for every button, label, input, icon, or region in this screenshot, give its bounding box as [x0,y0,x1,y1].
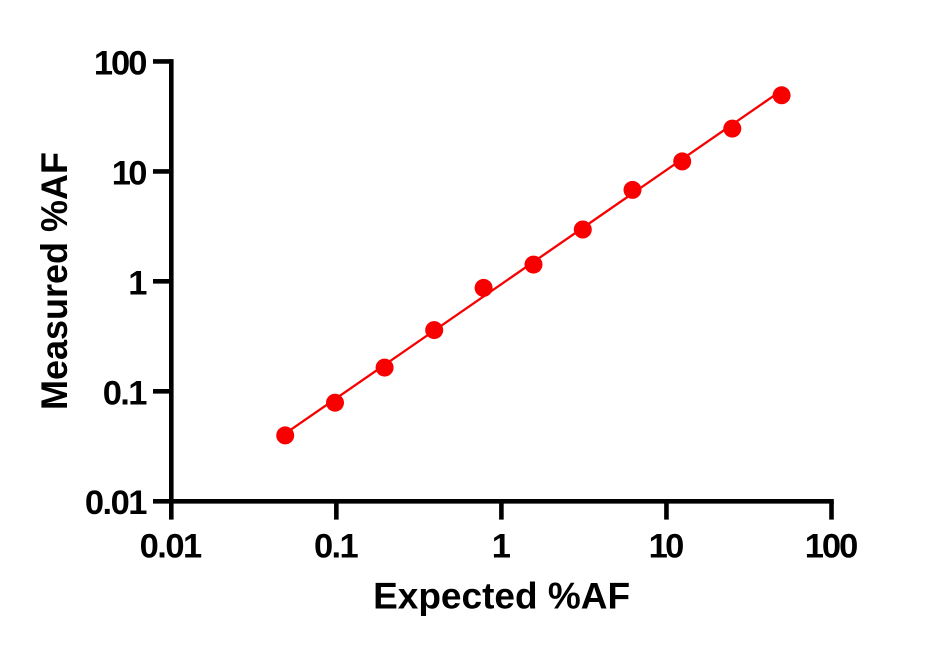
svg-text:Measured %AF: Measured %AF [34,152,75,410]
svg-text:100: 100 [94,45,148,83]
svg-text:Expected %AF: Expected %AF [373,576,630,617]
svg-text:0.1: 0.1 [314,527,359,565]
svg-text:0.01: 0.01 [85,484,148,522]
svg-text:1: 1 [128,265,147,303]
svg-text:10: 10 [649,527,685,565]
svg-text:0.1: 0.1 [103,374,148,412]
svg-text:100: 100 [805,527,859,565]
svg-text:0.01: 0.01 [140,527,203,565]
svg-text:10: 10 [112,155,148,193]
svg-text:1: 1 [492,527,511,565]
